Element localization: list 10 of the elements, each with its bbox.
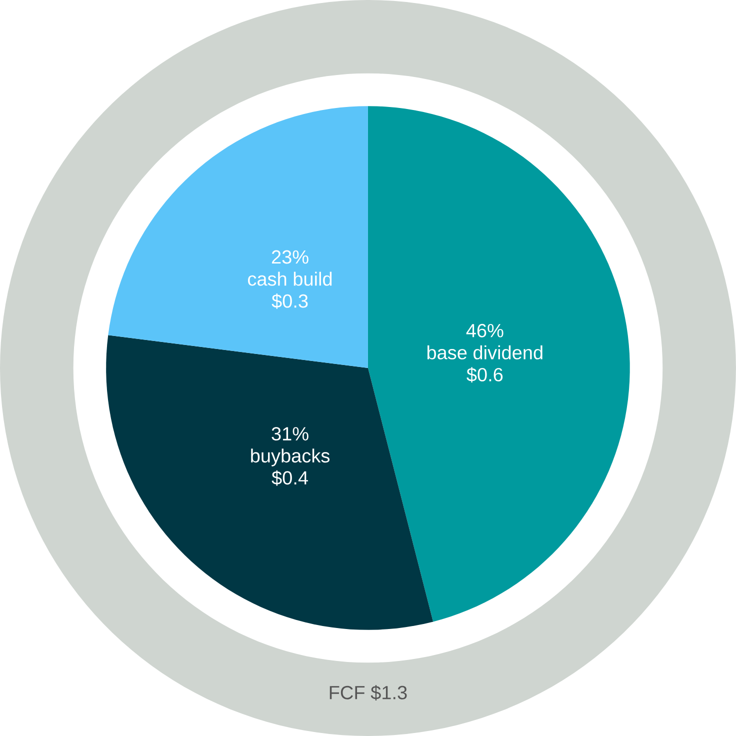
data-label: 23% [272,250,308,264]
text: FCF $1.3 [330,685,407,700]
text: $0.4 [272,470,308,486]
slice-label: cash build [248,272,332,286]
text: $0.3 [272,294,308,309]
text: $0.6 [466,367,503,383]
data-label: 31% [272,427,308,441]
data-label: 46% [466,324,504,338]
slice-label: base dividend [427,345,542,360]
slice-label: buybacks [251,448,330,466]
